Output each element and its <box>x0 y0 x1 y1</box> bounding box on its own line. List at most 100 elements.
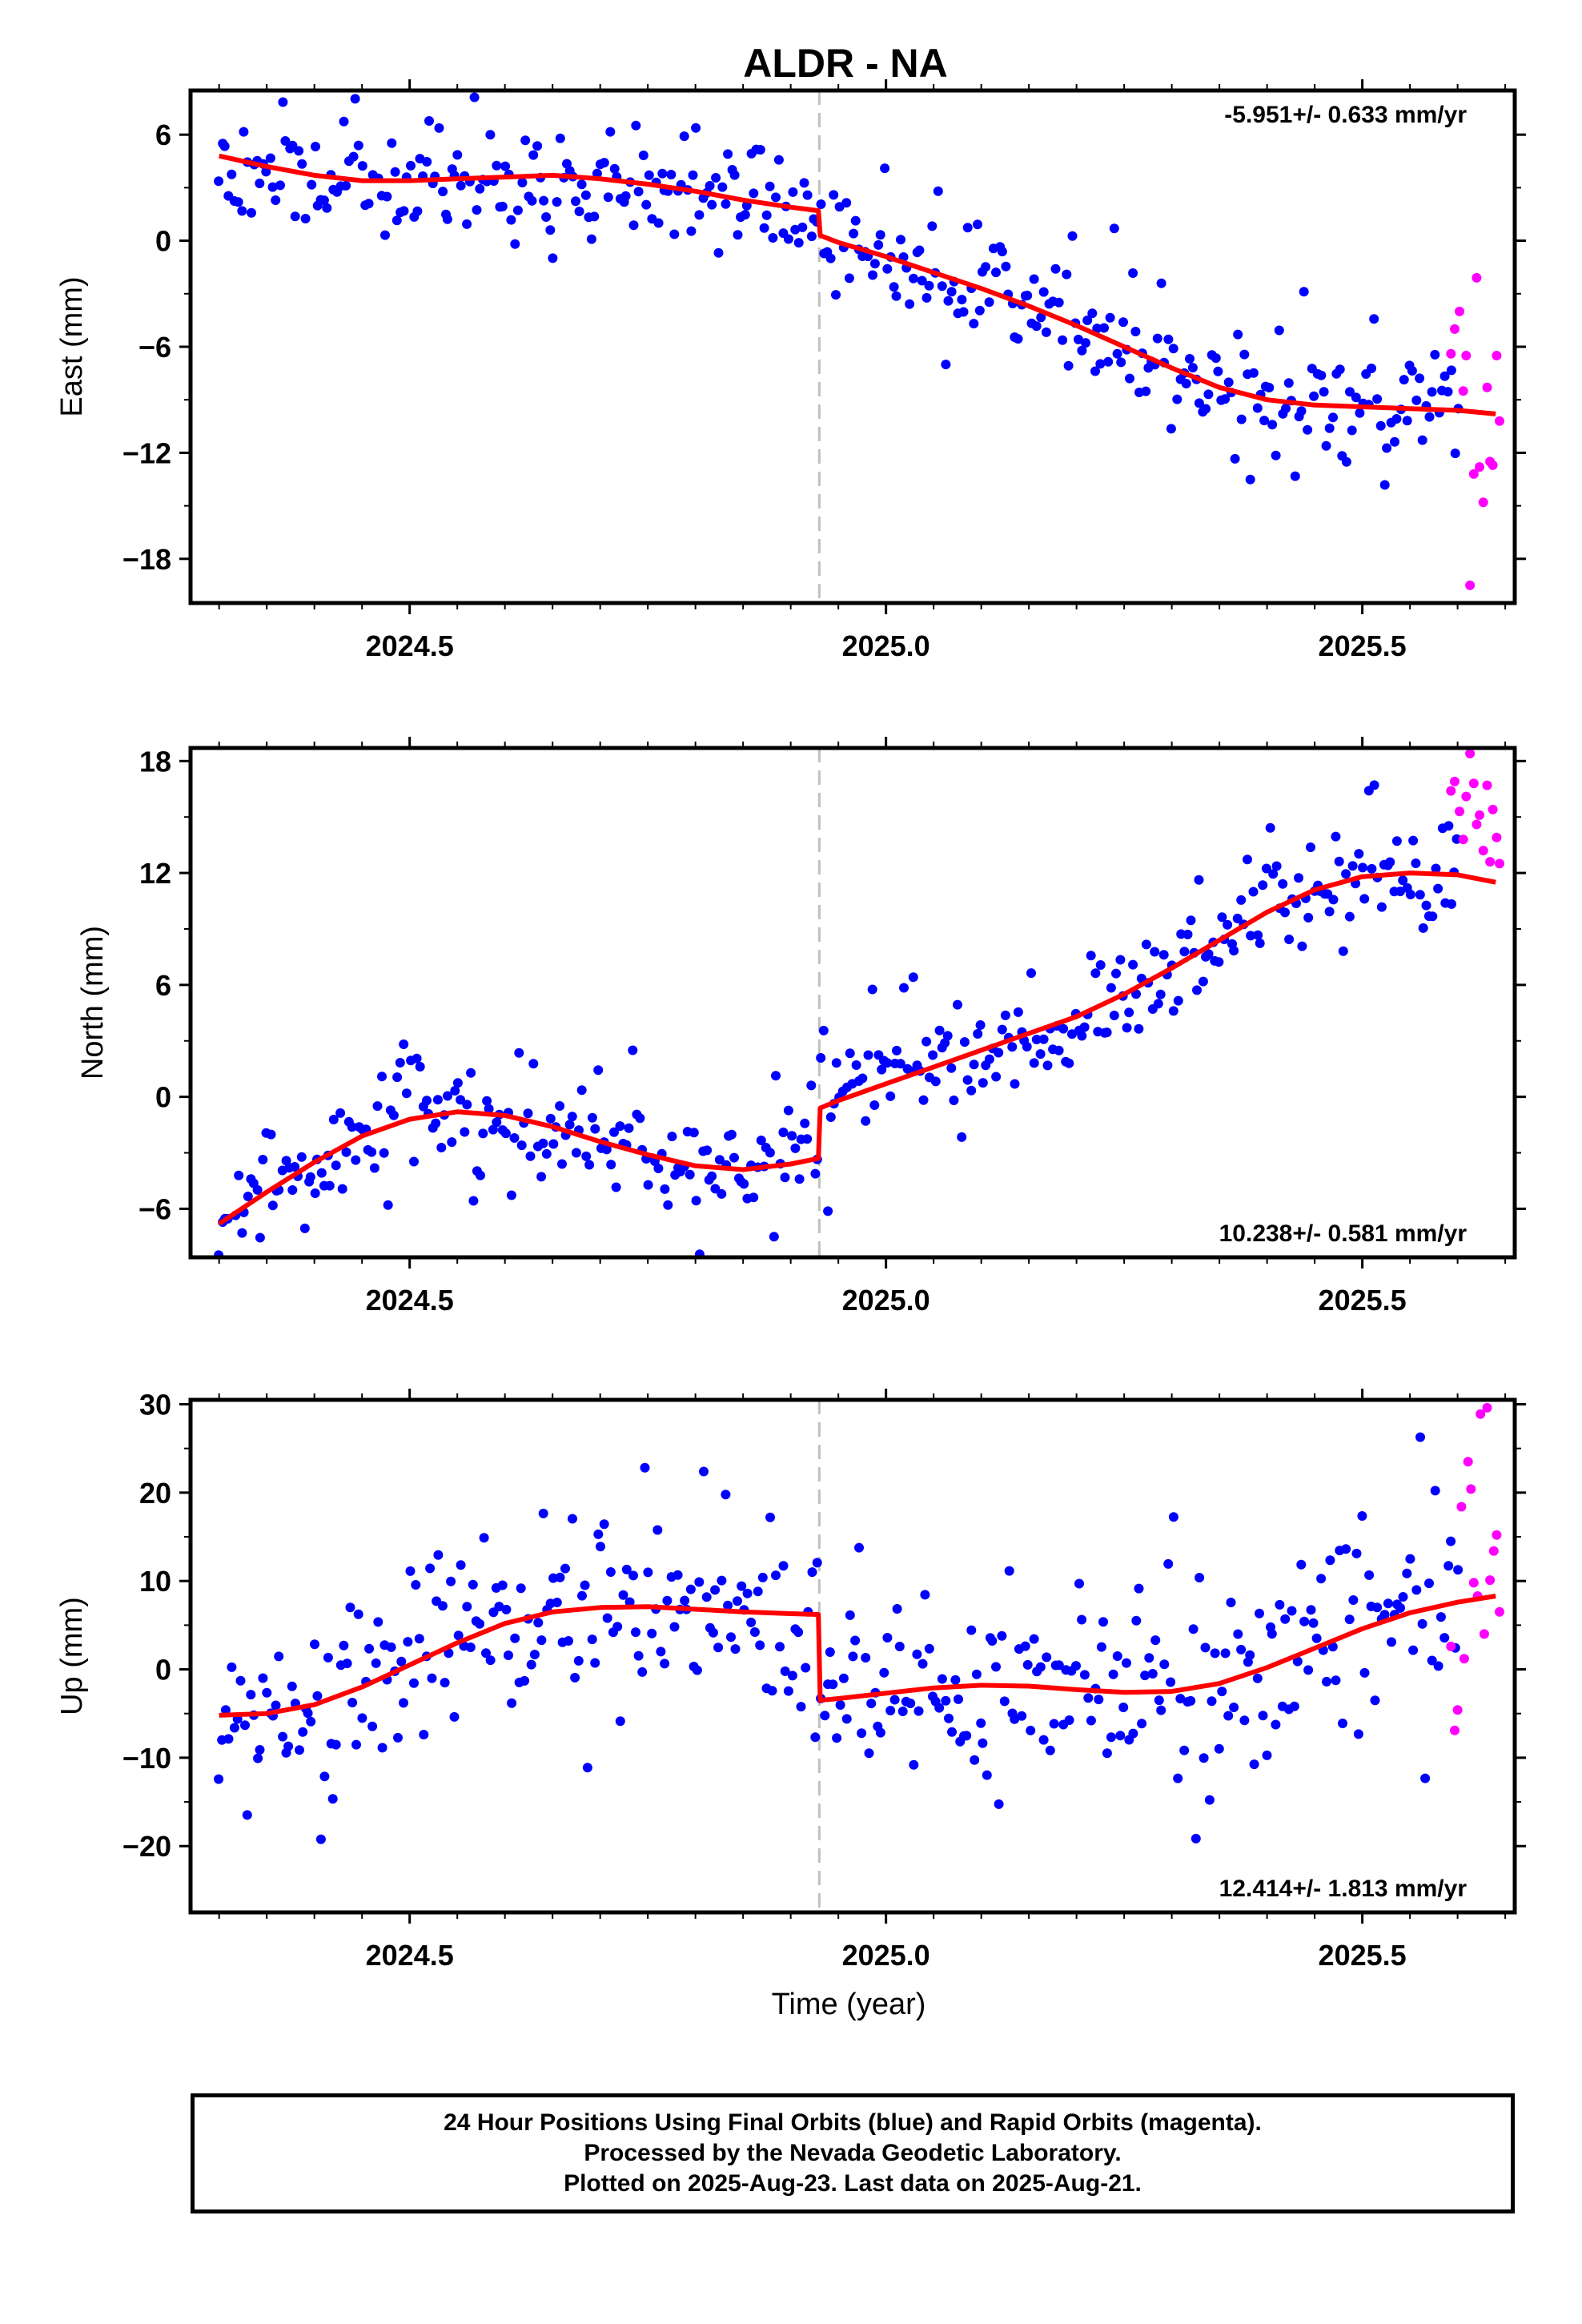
final-point <box>694 1577 705 1587</box>
final-point <box>584 1160 595 1170</box>
final-orbit-points <box>214 1432 1464 1844</box>
final-point <box>1405 890 1415 899</box>
final-point <box>379 1148 389 1158</box>
final-point <box>793 1627 804 1638</box>
final-point <box>1223 1711 1234 1721</box>
rapid-point <box>1466 1484 1476 1494</box>
final-point <box>339 1640 349 1651</box>
final-point <box>941 360 951 370</box>
final-point <box>970 1755 980 1765</box>
final-point <box>644 170 654 180</box>
rapid-point <box>1468 778 1479 789</box>
final-point <box>405 1566 416 1576</box>
final-point <box>593 1065 604 1076</box>
final-point <box>1383 1598 1393 1609</box>
final-point <box>984 297 994 308</box>
y-tick-label: 30 <box>139 1389 171 1421</box>
final-point <box>341 1147 351 1157</box>
final-point <box>975 1020 986 1030</box>
final-point <box>816 199 826 209</box>
final-point <box>1071 1661 1081 1671</box>
final-point <box>652 1525 663 1535</box>
final-point <box>1411 1585 1422 1595</box>
final-point <box>492 160 502 171</box>
rapid-point <box>1482 780 1492 790</box>
final-point <box>1038 1735 1049 1745</box>
final-point <box>393 1732 403 1743</box>
final-point <box>908 972 918 983</box>
final-point <box>757 1572 768 1582</box>
final-point <box>1182 929 1193 939</box>
final-point <box>793 238 804 248</box>
final-point <box>1435 1612 1446 1622</box>
final-point <box>971 1669 982 1679</box>
final-point <box>1022 1659 1033 1670</box>
final-point <box>933 186 943 196</box>
final-point <box>1195 1573 1205 1582</box>
panel-up: 30 20 10 0 −10 −20 2024.5 2025.0 2025.5 Up (mm) 12… <box>55 1389 1526 1972</box>
final-point <box>274 1651 284 1662</box>
velocity-rate-label: 12.414+/- 1.813 mm/yr <box>1219 1876 1468 1902</box>
final-point <box>1335 364 1345 375</box>
final-point <box>1351 392 1361 403</box>
final-point <box>974 305 985 316</box>
final-point <box>611 1182 621 1192</box>
final-point <box>685 1169 695 1180</box>
final-point <box>412 206 423 216</box>
final-point <box>1010 1079 1020 1089</box>
final-point <box>1331 1675 1341 1686</box>
final-point <box>605 127 616 137</box>
final-point <box>449 1711 460 1722</box>
final-point <box>959 1037 970 1047</box>
final-point <box>689 1128 699 1138</box>
final-point <box>1200 1642 1211 1653</box>
final-point <box>587 1112 597 1123</box>
final-point <box>382 191 392 202</box>
final-point <box>456 180 466 191</box>
final-point <box>586 234 596 244</box>
final-point <box>247 207 256 218</box>
final-point <box>667 1132 677 1142</box>
panel-frame <box>188 1397 1517 1915</box>
final-point <box>873 239 884 250</box>
final-point <box>373 1617 383 1627</box>
final-point <box>415 1062 425 1072</box>
final-point <box>825 1647 835 1657</box>
final-point <box>1096 1642 1106 1652</box>
final-point <box>1175 1694 1186 1704</box>
rapid-point <box>1458 386 1468 396</box>
final-point <box>1372 394 1383 404</box>
final-point <box>219 141 230 151</box>
final-point <box>526 1659 536 1670</box>
final-point <box>1236 1644 1247 1655</box>
final-point <box>941 1695 951 1706</box>
final-point <box>796 1702 806 1712</box>
footer-line-3: Plotted on 2025-Aug-23. Last data on 202… <box>564 2170 1142 2197</box>
final-point <box>749 1627 760 1637</box>
y-axis-label: Up (mm) <box>55 1597 89 1715</box>
final-point <box>1116 357 1126 368</box>
velocity-rate-label: -5.951+/- 0.633 mm/yr <box>1224 102 1467 128</box>
final-point <box>319 1771 330 1782</box>
final-point <box>538 1138 548 1148</box>
final-point <box>1186 915 1196 926</box>
final-point <box>656 1647 666 1657</box>
final-point <box>1109 223 1119 234</box>
final-point <box>567 1112 577 1122</box>
final-point <box>401 1088 412 1099</box>
final-point <box>710 1184 721 1194</box>
final-point <box>643 1567 653 1578</box>
final-point <box>1369 780 1379 790</box>
final-point <box>460 1127 470 1137</box>
final-point <box>371 1658 381 1668</box>
final-point <box>721 1490 731 1500</box>
final-point <box>1424 1578 1434 1589</box>
final-point <box>1319 387 1329 397</box>
final-point <box>603 192 613 203</box>
final-point <box>957 1132 967 1142</box>
final-point <box>1013 334 1023 344</box>
rapid-point <box>1455 306 1464 316</box>
final-point <box>466 1068 476 1078</box>
final-point <box>590 1658 600 1668</box>
final-point <box>1004 1566 1014 1576</box>
